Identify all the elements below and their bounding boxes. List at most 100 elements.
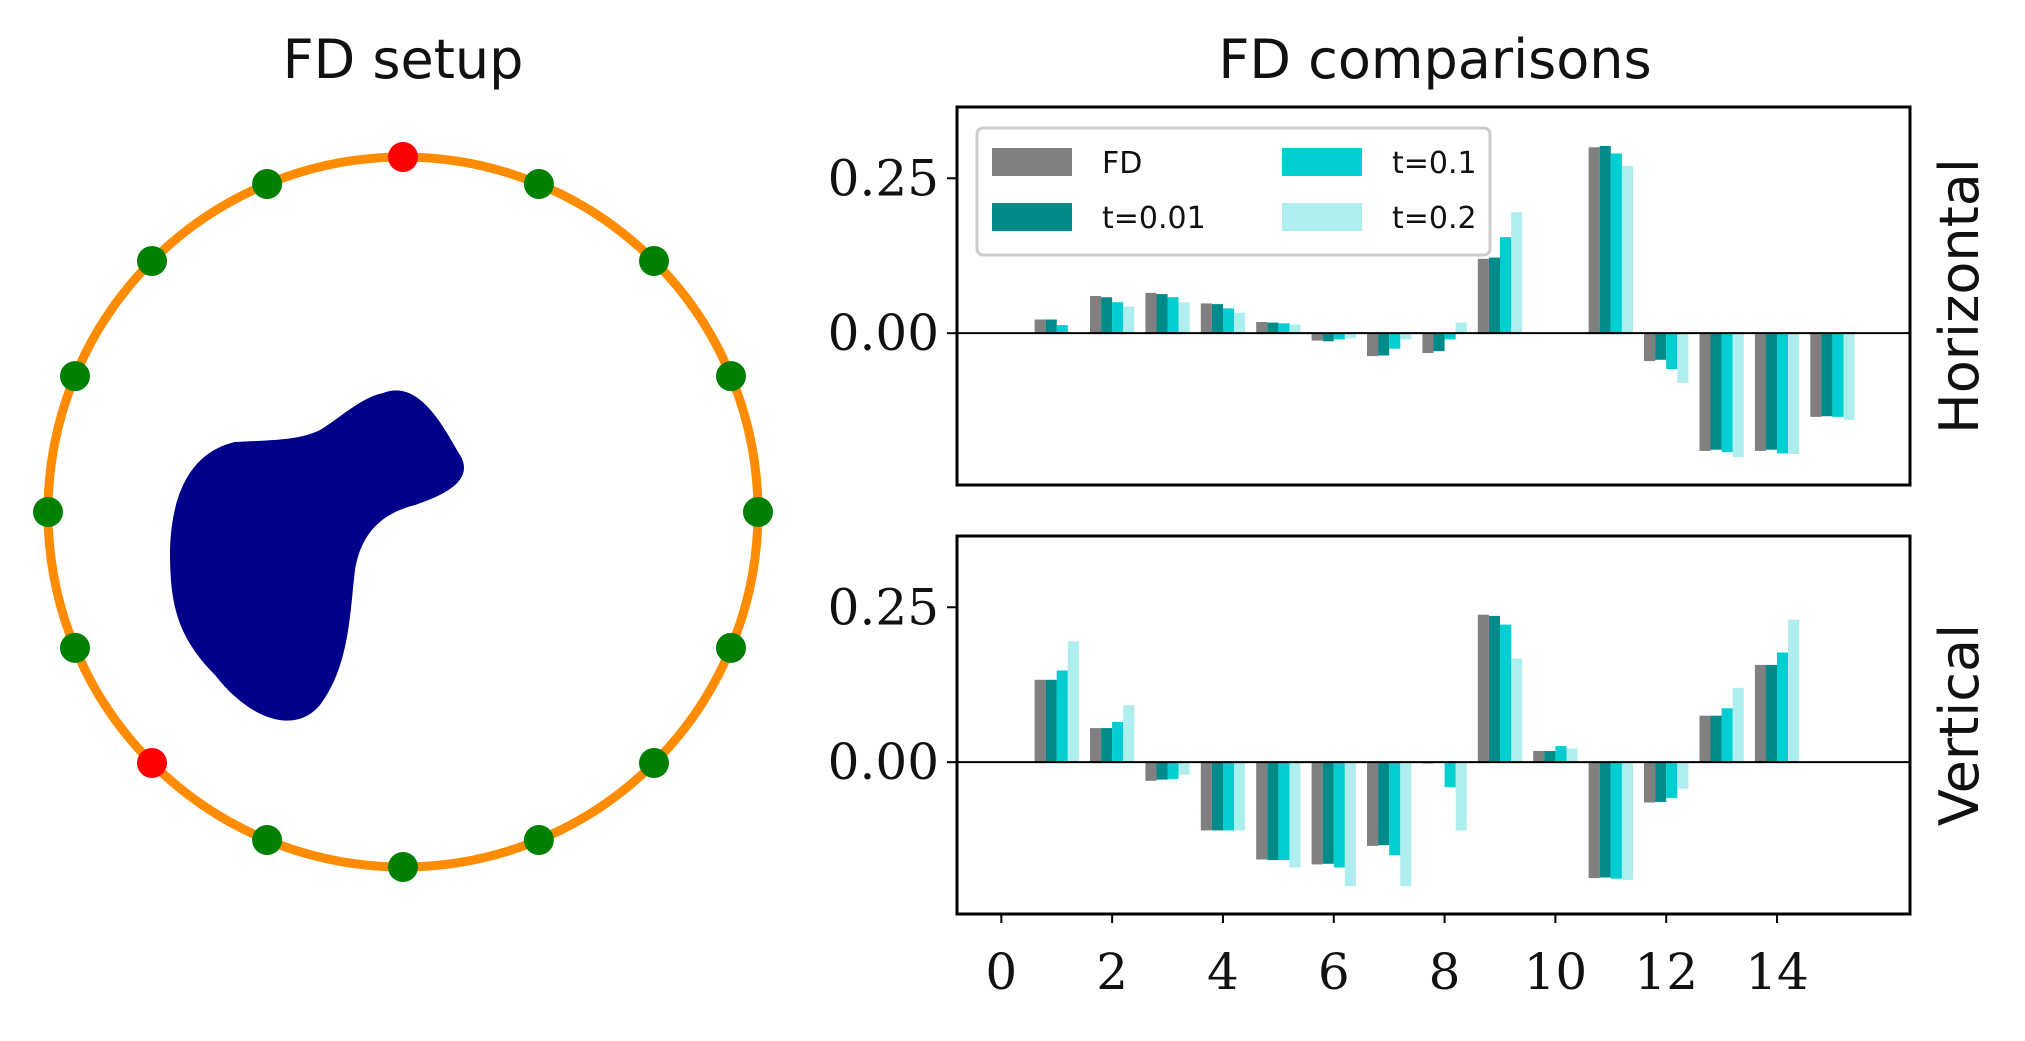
sensor [252, 825, 283, 855]
x-ticks: 0 2 4 6 8 10 12 14 [985, 914, 1809, 1001]
bar [1533, 751, 1545, 763]
bar [1289, 324, 1301, 334]
bar [1223, 762, 1235, 831]
bar [1367, 333, 1379, 357]
bar [1788, 619, 1800, 763]
bar [1777, 652, 1789, 763]
x-tick-label: 4 [1207, 943, 1239, 1001]
bar [1333, 762, 1345, 868]
sensor-highlighted [388, 142, 418, 172]
bar [1378, 333, 1390, 356]
bar [1655, 333, 1667, 360]
legend-swatch [1282, 148, 1362, 176]
horizontal-plot-frame [955, 105, 1912, 487]
bar [1710, 715, 1722, 763]
bar [1156, 294, 1168, 334]
sensor [388, 852, 418, 882]
bar [1710, 333, 1722, 450]
bar [1599, 762, 1611, 878]
sensor [33, 497, 63, 527]
vertical-y-ticks: 0.00 0.25 [828, 578, 957, 791]
bar [1644, 333, 1656, 362]
bar [1101, 728, 1113, 763]
bar [1677, 762, 1689, 789]
bar [1732, 687, 1744, 763]
vertical-bars [1034, 614, 1800, 887]
sensor [639, 748, 669, 778]
x-tick-label: 10 [1524, 943, 1588, 1001]
bar [1488, 257, 1500, 334]
bar [1278, 762, 1290, 861]
bar [1511, 212, 1523, 334]
bar [1666, 762, 1678, 799]
sensor [716, 361, 746, 392]
bar [1788, 333, 1800, 454]
bar [1655, 762, 1667, 802]
vertical-row-label: Vertical [1928, 624, 1991, 826]
bar [1721, 708, 1733, 763]
bar [1367, 762, 1379, 846]
bar [1211, 304, 1223, 334]
bar [1666, 333, 1678, 370]
bar [1721, 333, 1733, 453]
y-tick-label: 0.00 [828, 304, 939, 362]
bar [1433, 333, 1445, 352]
fd-comparisons-panel: FD comparisons 0.000.25 Horizontal 0.000… [828, 28, 1991, 1001]
bar [1488, 615, 1500, 763]
bar [1754, 333, 1766, 451]
bar [1422, 333, 1434, 353]
sensor [743, 497, 773, 527]
bar [1067, 641, 1079, 763]
bar [1256, 322, 1268, 334]
sensor [716, 632, 746, 663]
bar [1090, 296, 1102, 334]
bar [1234, 762, 1246, 831]
y-tick-label: 0.25 [828, 578, 939, 636]
x-tick-label: 2 [1096, 943, 1128, 1001]
bar [1090, 728, 1102, 763]
horizontal-row-label: Horizontal [1928, 158, 1991, 434]
bar [1112, 721, 1124, 763]
bar [1200, 762, 1212, 831]
bar [1256, 762, 1268, 860]
bar [1843, 333, 1855, 420]
bar [1289, 762, 1301, 868]
bar [1477, 258, 1489, 334]
bar [1389, 762, 1401, 856]
bar [1544, 751, 1556, 763]
bar [1765, 664, 1777, 763]
x-tick-label: 6 [1318, 943, 1350, 1001]
bar [1444, 762, 1456, 787]
bar [1344, 762, 1356, 887]
bar [1588, 147, 1600, 334]
comparisons-title: FD comparisons [1218, 28, 1651, 91]
bar [1322, 333, 1334, 342]
bar [1511, 658, 1523, 763]
bar [1223, 308, 1235, 334]
horizontal-bars [1034, 146, 1855, 458]
bar [1555, 746, 1567, 763]
bar [1610, 762, 1622, 879]
horizontal-panel: 0.00 0.25 Horizontal [828, 105, 1991, 487]
fd-setup-panel: FD setup [33, 28, 773, 882]
bar [1378, 762, 1390, 846]
sensor [639, 246, 669, 276]
bar [1677, 333, 1689, 383]
setup-title: FD setup [283, 28, 524, 91]
sensor [523, 825, 554, 855]
bar [1200, 303, 1212, 334]
bar [1699, 333, 1711, 451]
bar [1621, 762, 1633, 880]
bar [1610, 153, 1622, 334]
bar [1101, 297, 1113, 334]
bar [1566, 748, 1578, 763]
bar [1123, 306, 1135, 334]
bar [1123, 705, 1135, 763]
bar [1145, 762, 1157, 781]
bar [1389, 333, 1401, 349]
legend-items: FD t=0.01 t=0.1 t=0.2 [992, 146, 1477, 236]
legend-label: FD [1102, 146, 1142, 181]
bar [1278, 323, 1290, 334]
bar [1045, 679, 1057, 763]
sensor-highlighted [137, 748, 167, 778]
